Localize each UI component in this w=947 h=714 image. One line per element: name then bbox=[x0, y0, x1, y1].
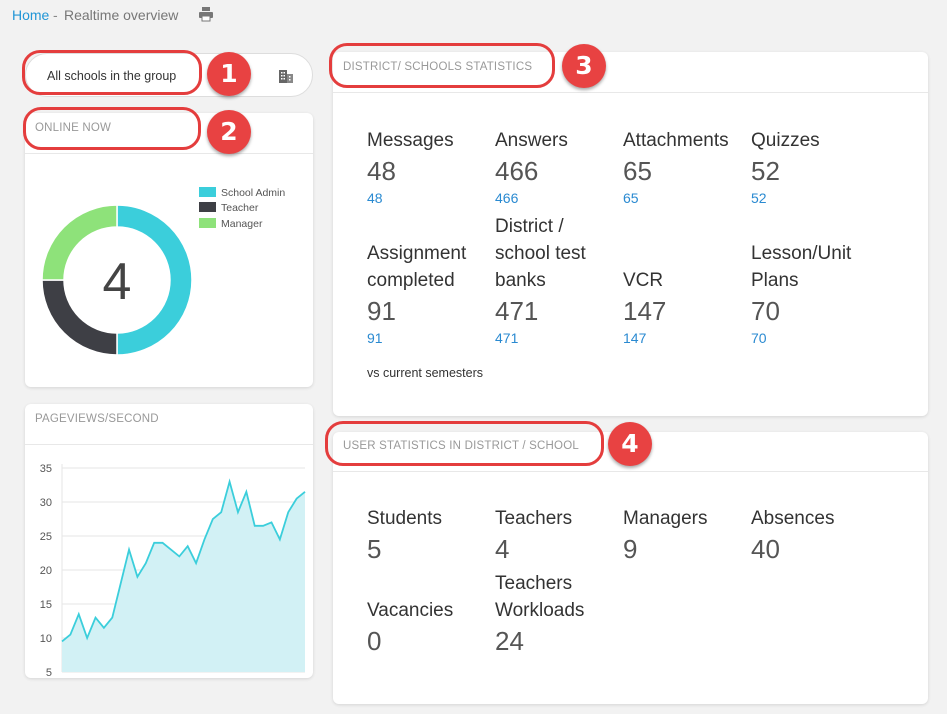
stat-compare-link[interactable]: 471 bbox=[495, 330, 519, 346]
legend-label: School Admin bbox=[221, 187, 286, 199]
stat-label: Absences bbox=[751, 508, 835, 529]
stat-lesson-plans: Lesson/Unit Plans 70 70 bbox=[751, 240, 866, 348]
legend-item-teacher: Teacher bbox=[199, 202, 258, 214]
school-selector[interactable]: All schools in the group bbox=[25, 53, 313, 97]
page-title: Realtime overview bbox=[64, 7, 179, 23]
legend-label: Teacher bbox=[221, 202, 259, 214]
online-now-card: ONLINE NOW 4 School Admin Teacher Manage… bbox=[25, 113, 313, 387]
legend-item-school-admin: School Admin bbox=[199, 187, 285, 199]
pageviews-title: PAGEVIEWS/SECOND bbox=[35, 413, 159, 425]
stat-label: Managers bbox=[623, 508, 708, 529]
stat-value: 40 bbox=[751, 534, 780, 564]
stat-label: Answers bbox=[495, 130, 568, 151]
stat-compare-link[interactable]: 52 bbox=[751, 190, 767, 206]
user-stats-title: USER STATISTICS IN DISTRICT / SCHOOL bbox=[343, 440, 579, 452]
stat-compare-link[interactable]: 91 bbox=[367, 330, 383, 346]
stat-label: Lesson/Unit Plans bbox=[751, 243, 852, 291]
stat-compare-link[interactable]: 466 bbox=[495, 190, 519, 206]
stat-value: 5 bbox=[367, 534, 382, 564]
user-stats-card: USER STATISTICS IN DISTRICT / SCHOOL Stu… bbox=[333, 432, 928, 704]
callout-badge-1: 1 bbox=[207, 52, 251, 96]
card-divider bbox=[25, 153, 313, 154]
stat-value: 52 bbox=[751, 156, 780, 186]
stat-vacancies: Vacancies 0 bbox=[367, 597, 492, 658]
card-divider bbox=[333, 471, 928, 472]
y-tick-label: 20 bbox=[40, 565, 52, 577]
pageviews-area-fill bbox=[62, 481, 305, 672]
stat-value: 65 bbox=[623, 156, 652, 186]
stat-label: Attachments bbox=[623, 130, 729, 151]
semester-note: vs current semesters bbox=[367, 366, 484, 380]
stat-compare-link[interactable]: 48 bbox=[367, 190, 383, 206]
stat-compare-link[interactable]: 147 bbox=[623, 330, 647, 346]
stat-label: Messages bbox=[367, 130, 454, 151]
stat-value: 471 bbox=[495, 296, 539, 326]
stat-messages: Messages 48 48 bbox=[367, 127, 492, 208]
stat-value: 466 bbox=[495, 156, 539, 186]
callout-badge-3: 3 bbox=[562, 44, 606, 88]
stat-label: Students bbox=[367, 508, 442, 529]
y-tick-label: 5 bbox=[46, 667, 52, 678]
school-selector-value: All schools in the group bbox=[47, 69, 177, 83]
stat-teachers-workloads: Teachers Workloads 24 bbox=[495, 570, 600, 658]
breadcrumb-separator: - bbox=[53, 7, 58, 23]
stat-value: 24 bbox=[495, 626, 524, 656]
online-total: 4 bbox=[103, 253, 132, 311]
district-stats-card: DISTRICT/ SCHOOLS STATISTICS Messages 48… bbox=[333, 52, 928, 416]
stat-value: 91 bbox=[367, 296, 396, 326]
y-tick-label: 30 bbox=[40, 497, 52, 509]
stat-managers: Managers 9 bbox=[623, 505, 748, 566]
stat-quizzes: Quizzes 52 52 bbox=[751, 127, 876, 208]
stat-label: Teachers Workloads bbox=[495, 573, 585, 621]
stat-value: 70 bbox=[751, 296, 780, 326]
stat-label: Assignment completed bbox=[367, 243, 467, 291]
stat-attachments: Attachments 65 65 bbox=[623, 127, 748, 208]
printer-icon[interactable] bbox=[198, 6, 214, 22]
stat-test-banks: District / school test banks 471 471 bbox=[495, 213, 605, 348]
stat-answers: Answers 466 466 bbox=[495, 127, 620, 208]
district-stats-title: DISTRICT/ SCHOOLS STATISTICS bbox=[343, 61, 533, 73]
y-tick-label: 10 bbox=[40, 633, 52, 645]
stat-value: 48 bbox=[367, 156, 396, 186]
pageviews-series-line bbox=[61, 478, 306, 643]
card-divider bbox=[333, 92, 928, 93]
donut-slice-school-admin bbox=[116, 204, 193, 356]
stat-label: Quizzes bbox=[751, 130, 820, 151]
stat-label: VCR bbox=[623, 270, 664, 291]
stat-value: 4 bbox=[495, 534, 510, 564]
legend-swatch bbox=[199, 187, 216, 197]
stat-students: Students 5 bbox=[367, 505, 492, 566]
y-tick-label: 25 bbox=[40, 531, 52, 543]
y-tick-label: 35 bbox=[40, 463, 52, 475]
legend-swatch bbox=[199, 218, 216, 228]
stat-value: 147 bbox=[623, 296, 667, 326]
breadcrumb-home-link[interactable]: Home bbox=[12, 7, 50, 23]
stat-compare-link[interactable]: 65 bbox=[623, 190, 639, 206]
stat-compare-link[interactable]: 70 bbox=[751, 330, 767, 346]
stat-absences: Absences 40 bbox=[751, 505, 876, 566]
pageviews-card: PAGEVIEWS/SECOND 35 30 25 20 15 10 5 bbox=[25, 404, 313, 678]
legend-item-manager: Manager bbox=[199, 218, 262, 230]
callout-badge-4: 4 bbox=[608, 422, 652, 466]
y-tick-label: 15 bbox=[40, 599, 52, 611]
callout-badge-2: 2 bbox=[207, 110, 251, 154]
legend-swatch bbox=[199, 202, 216, 212]
stat-value: 9 bbox=[623, 534, 638, 564]
donut-slice-manager bbox=[41, 204, 118, 281]
stat-teachers: Teachers 4 bbox=[495, 505, 620, 566]
stat-assignment-completed: Assignment completed 91 91 bbox=[367, 240, 487, 348]
stat-label: Teachers bbox=[495, 508, 573, 529]
pageviews-area-chart: 35 30 25 20 15 10 5 bbox=[40, 463, 306, 678]
stat-vcr: VCR 147 147 bbox=[623, 267, 748, 348]
legend-label: Manager bbox=[221, 218, 263, 230]
stat-value: 0 bbox=[367, 626, 382, 656]
card-divider bbox=[25, 444, 313, 445]
stat-label: District / school test banks bbox=[495, 216, 586, 291]
building-icon[interactable] bbox=[278, 68, 294, 84]
online-donut-chart: 4 bbox=[41, 204, 193, 356]
stat-label: Vacancies bbox=[367, 600, 454, 621]
online-now-title: ONLINE NOW bbox=[35, 122, 112, 134]
